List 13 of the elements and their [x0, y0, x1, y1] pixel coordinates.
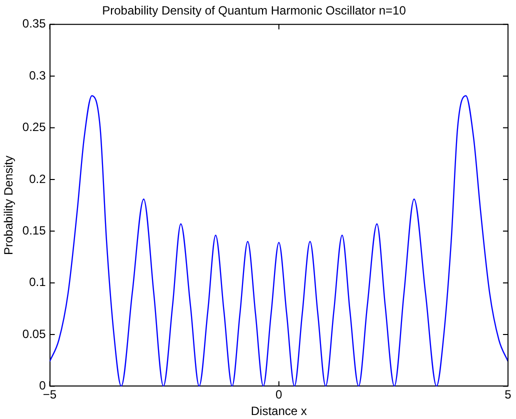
y-tick-label: 0.35 — [22, 16, 46, 31]
y-tick-label: 0 — [39, 378, 46, 393]
y-tick-label: 0.2 — [29, 172, 46, 186]
chart-title: Probability Density of Quantum Harmonic Oscillator n=10 — [102, 4, 406, 18]
x-tick-label: 0 — [276, 388, 283, 402]
y-tick-label: 0.05 — [22, 326, 46, 341]
y-tick-label: 0.15 — [22, 223, 46, 238]
y-tick-label: 0.25 — [22, 120, 46, 134]
y-tick-label: 0.3 — [29, 68, 46, 82]
y-tick-label: 0.1 — [29, 275, 46, 290]
x-axis-title: Distance x — [250, 404, 307, 418]
x-tick-label: 5 — [504, 388, 512, 402]
y-axis-title: Probability Density — [2, 156, 16, 255]
